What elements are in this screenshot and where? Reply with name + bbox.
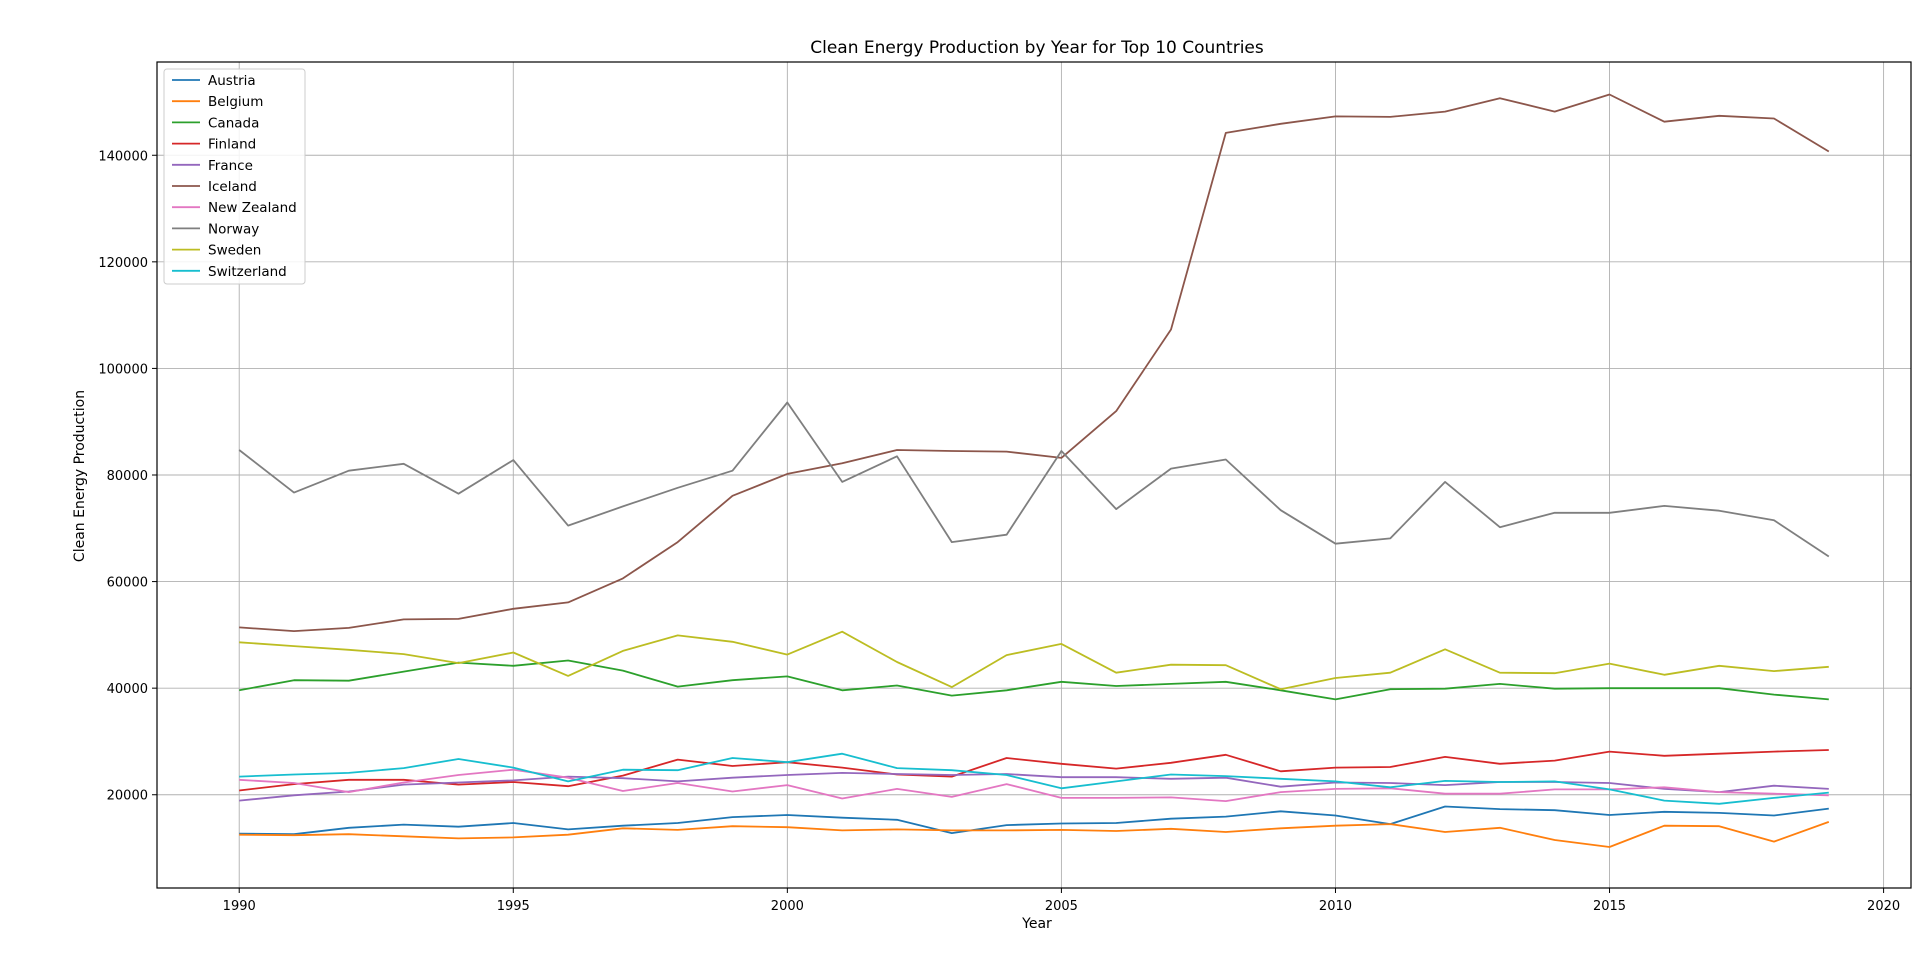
legend: Austria Belgium Canada Finland France Iceland… bbox=[163, 68, 306, 285]
legend-label-finland: Finland bbox=[208, 137, 256, 153]
series-line-austria bbox=[239, 805, 1829, 836]
y-tick-label: 80000 bbox=[107, 469, 148, 484]
x-axis-ticks: 1990 1995 2000 2005 2010 2015 2020 bbox=[223, 888, 1900, 914]
y-tick-label: 140000 bbox=[98, 149, 148, 164]
legend-label-norway: Norway bbox=[208, 221, 259, 237]
legend-label-new-zealand: New Zealand bbox=[208, 200, 297, 216]
y-tick-label: 20000 bbox=[107, 789, 148, 804]
x-tick-label: 2010 bbox=[1319, 899, 1352, 914]
x-axis-label: Year bbox=[1021, 916, 1052, 932]
x-tick-label: 1995 bbox=[497, 899, 530, 914]
x-tick-label: 1990 bbox=[223, 899, 256, 914]
x-tick-label: 2020 bbox=[1867, 899, 1900, 914]
y-tick-label: 120000 bbox=[98, 256, 148, 271]
series-line-finland bbox=[239, 749, 1829, 792]
y-tick-label: 60000 bbox=[107, 576, 148, 591]
series-line-canada bbox=[239, 659, 1829, 701]
legend-label-switzerland: Switzerland bbox=[208, 264, 287, 280]
y-axis-ticks: 20000 40000 60000 80000 100000 120000 140000 bbox=[98, 149, 157, 804]
series-line-switzerland bbox=[239, 752, 1829, 805]
y-tick-label: 40000 bbox=[107, 682, 148, 697]
series-line-new-zealand bbox=[239, 768, 1829, 802]
y-axis-label: Clean Energy Production bbox=[72, 390, 88, 562]
series-lines bbox=[238, 93, 1830, 848]
y-tick-label: 100000 bbox=[98, 362, 148, 377]
legend-label-austria: Austria bbox=[208, 73, 256, 89]
series-line-norway bbox=[238, 401, 1830, 558]
x-tick-label: 2015 bbox=[1593, 899, 1626, 914]
legend-label-sweden: Sweden bbox=[208, 243, 261, 259]
legend-label-iceland: Iceland bbox=[208, 179, 257, 195]
legend-label-belgium: Belgium bbox=[208, 94, 263, 110]
series-line-iceland bbox=[239, 93, 1830, 632]
legend-label-france: France bbox=[208, 158, 253, 174]
series-line-sweden bbox=[239, 630, 1829, 691]
x-tick-label: 2000 bbox=[771, 899, 804, 914]
legend-label-canada: Canada bbox=[208, 115, 259, 131]
grid-lines bbox=[157, 62, 1911, 888]
series-line-belgium bbox=[239, 821, 1830, 848]
x-tick-label: 2005 bbox=[1045, 899, 1078, 914]
chart-title: Clean Energy Production by Year for Top … bbox=[810, 38, 1264, 58]
